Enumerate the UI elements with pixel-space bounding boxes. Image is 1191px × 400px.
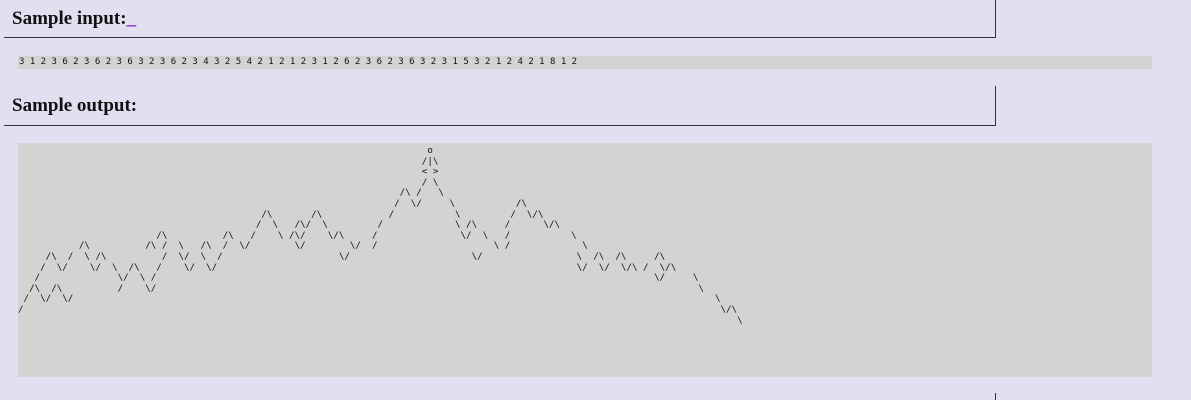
sample-output-ascii-art: o /|\ < > [18, 145, 743, 326]
next-section-border [995, 393, 996, 400]
sample-output-heading: Sample output: [4, 86, 996, 126]
text-cursor: _ [126, 8, 137, 29]
sample-input-text: 3 1 2 3 6 2 3 6 2 3 6 3 2 3 6 2 3 4 3 2 … [19, 57, 578, 67]
sample-output-box: o /|\ < > [18, 143, 1152, 377]
sample-output-title: Sample output: [12, 95, 138, 116]
sample-input-box: 3 1 2 3 6 2 3 6 2 3 6 3 2 3 6 2 3 4 3 2 … [18, 56, 1152, 69]
sample-input-heading: Sample input:_ [4, 0, 996, 38]
sample-input-title: Sample input: [12, 8, 127, 29]
